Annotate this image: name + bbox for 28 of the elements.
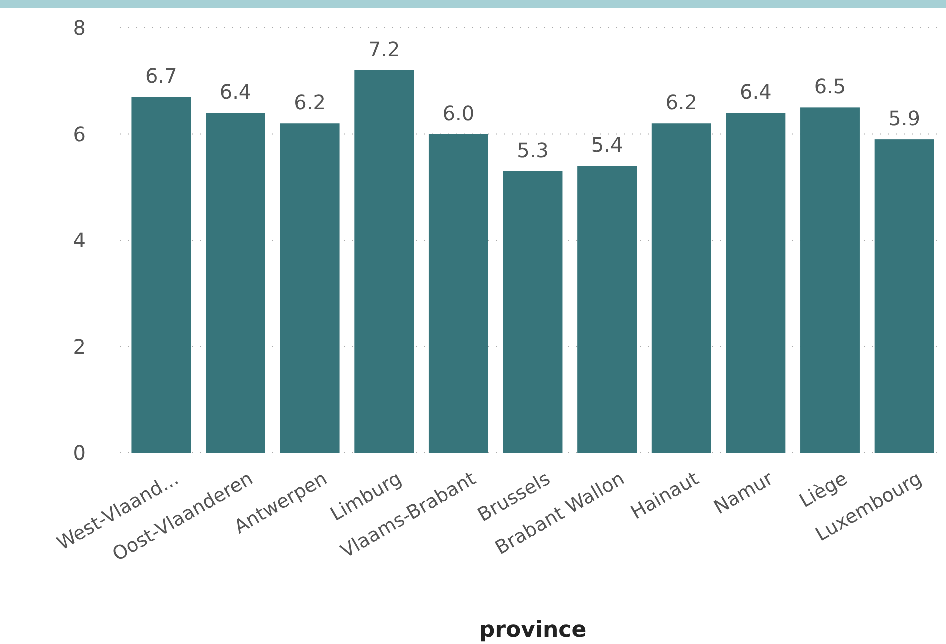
bar	[874, 140, 934, 453]
y-tick-label: 2	[73, 334, 86, 359]
y-tick-label: 4	[73, 228, 86, 252]
data-label: 6.0	[442, 101, 475, 126]
y-tick-label: 8	[73, 16, 86, 40]
bar	[800, 108, 860, 453]
bar	[132, 97, 192, 453]
data-label: 6.2	[666, 90, 698, 115]
data-label: 6.4	[740, 80, 772, 104]
data-label: 5.3	[517, 138, 549, 162]
data-label: 6.7	[146, 64, 178, 88]
data-label: 6.5	[814, 74, 846, 99]
y-tick-label: 0	[73, 441, 86, 465]
data-label: 7.2	[368, 38, 400, 62]
data-label: 6.2	[294, 90, 326, 115]
bar	[652, 124, 712, 453]
data-label: 5.9	[888, 106, 920, 131]
bar	[578, 166, 638, 453]
data-label: 6.4	[220, 80, 252, 104]
bar	[354, 70, 414, 453]
x-axis-title: province	[479, 618, 587, 643]
bar	[280, 124, 340, 453]
y-tick-label: 6	[73, 122, 86, 146]
bar	[206, 113, 266, 453]
data-label: 5.4	[591, 133, 624, 158]
bar	[428, 134, 488, 453]
bar	[726, 113, 786, 453]
bar	[503, 171, 563, 453]
